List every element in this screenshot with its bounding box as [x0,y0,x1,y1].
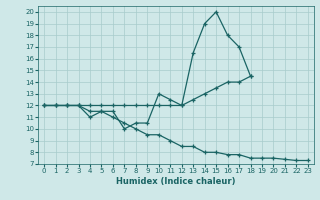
X-axis label: Humidex (Indice chaleur): Humidex (Indice chaleur) [116,177,236,186]
